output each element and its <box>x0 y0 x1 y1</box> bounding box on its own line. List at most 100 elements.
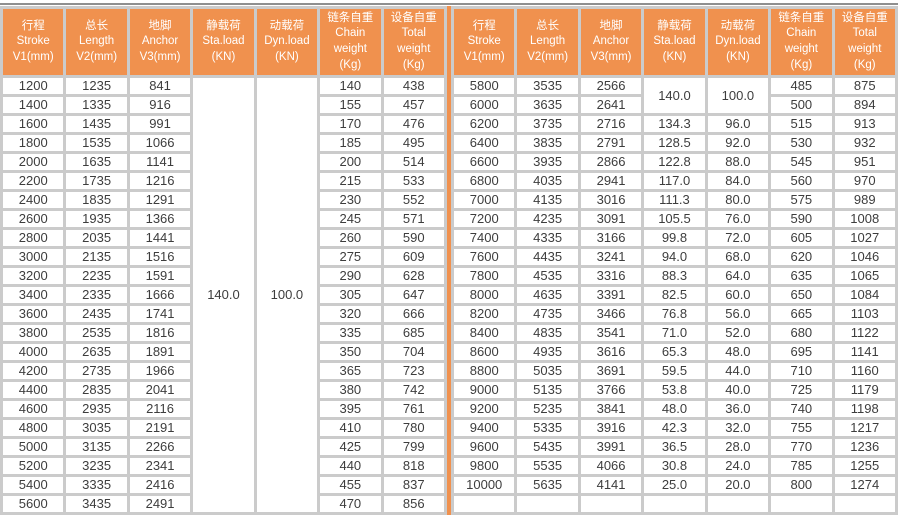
table-row: 2600 1935 1366 245 571 <box>3 211 444 227</box>
cell-anchor: 1666 <box>129 287 191 303</box>
cell-anchor: 3016 <box>580 192 642 208</box>
table-row: 7600 4435 3241 94.0 68.0 620 1046 <box>454 249 895 265</box>
cell-length: 3235 <box>66 458 127 474</box>
cell-chain-weight: 260 <box>320 230 381 246</box>
cell-chain-weight: 605 <box>771 230 832 246</box>
cell-chain-weight: 800 <box>771 477 832 493</box>
cell-chain-weight: 380 <box>320 382 381 398</box>
cell-stroke: 1200 <box>3 78 64 94</box>
cell-anchor <box>580 496 642 512</box>
cell-total-weight: 647 <box>383 287 444 303</box>
table-row: 9800 5535 4066 30.8 24.0 785 1255 <box>454 458 895 474</box>
table-row: 5800 3535 2566 140.0 100.0 485 875 <box>454 78 895 113</box>
table-row: 3400 2335 1666 305 647 <box>3 287 444 303</box>
table-row: 7400 4335 3166 99.8 72.0 605 1027 <box>454 230 895 246</box>
cell-length: 1735 <box>66 173 127 189</box>
cell-stroke: 7400 <box>454 230 515 246</box>
cell-stroke <box>454 496 515 512</box>
column-header-stroke: 行程 Stroke V1(mm) <box>3 9 64 75</box>
cell-length: 4035 <box>517 173 578 189</box>
cell-anchor: 1366 <box>129 211 191 227</box>
cell-stroke: 7600 <box>454 249 515 265</box>
cell-total-weight: 1122 <box>834 325 895 341</box>
center-divider-line <box>447 6 451 515</box>
cell-stroke: 5200 <box>3 458 64 474</box>
header-row: 行程 Stroke V1(mm) 总长 Length V2(mm) 地脚 Anchor V3(m… <box>454 9 895 75</box>
cell-sta-load: 117.0 <box>644 173 705 189</box>
table-row: 8400 4835 3541 71.0 52.0 680 1122 <box>454 325 895 341</box>
cell-anchor: 2491 <box>129 496 191 512</box>
cell-total-weight: 533 <box>383 173 444 189</box>
cell-sta-load: 128.5 <box>644 135 705 151</box>
cell-length: 3535 <box>517 78 578 94</box>
cell-dyn-load: 36.0 <box>707 401 769 417</box>
cell-total-weight: 1198 <box>834 401 895 417</box>
cell-total-weight: 628 <box>383 268 444 284</box>
table-row: 7200 4235 3091 105.5 76.0 590 1008 <box>454 211 895 227</box>
cell-dyn-load <box>707 496 769 512</box>
cell-dyn-load: 72.0 <box>707 230 769 246</box>
cell-anchor: 2941 <box>580 173 642 189</box>
cell-length: 3635 <box>517 97 578 113</box>
cell-dyn-load: 60.0 <box>707 287 769 303</box>
table-row: 9600 5435 3991 36.5 28.0 770 1236 <box>454 439 895 455</box>
cell-dyn-load: 56.0 <box>707 306 769 322</box>
merged-cell-sta-load: 140.0 <box>193 78 254 512</box>
cell-total-weight: 875 <box>834 78 895 94</box>
cell-dyn-load: 40.0 <box>707 382 769 398</box>
cell-sta-load: 36.5 <box>644 439 705 455</box>
cell-length: 3835 <box>517 135 578 151</box>
cell-anchor: 1441 <box>129 230 191 246</box>
cell-total-weight: 894 <box>834 97 895 113</box>
cell-dyn-load: 96.0 <box>707 116 769 132</box>
cell-anchor: 1966 <box>129 363 191 379</box>
cell-chain-weight: 620 <box>771 249 832 265</box>
cell-stroke: 8600 <box>454 344 515 360</box>
cell-anchor: 3091 <box>580 211 642 227</box>
merged-cell-dyn-load: 100.0 <box>256 78 318 512</box>
cell-anchor: 3991 <box>580 439 642 455</box>
cell-chain-weight: 425 <box>320 439 381 455</box>
table-row: 9200 5235 3841 48.0 36.0 740 1198 <box>454 401 895 417</box>
cell-anchor: 2266 <box>129 439 191 455</box>
cell-total-weight: 552 <box>383 192 444 208</box>
cell-length: 2635 <box>66 344 127 360</box>
cell-stroke: 1600 <box>3 116 64 132</box>
cell-chain-weight: 575 <box>771 192 832 208</box>
cell-total-weight: 837 <box>383 477 444 493</box>
cell-anchor: 1741 <box>129 306 191 322</box>
cell-chain-weight: 530 <box>771 135 832 151</box>
cell-stroke: 5000 <box>3 439 64 455</box>
cell-stroke: 5400 <box>3 477 64 493</box>
cell-stroke: 2400 <box>3 192 64 208</box>
table-row: 1600 1435 991 170 476 <box>3 116 444 132</box>
cell-total-weight: 1046 <box>834 249 895 265</box>
cell-chain-weight: 275 <box>320 249 381 265</box>
cell-stroke: 9000 <box>454 382 515 398</box>
cell-chain-weight: 680 <box>771 325 832 341</box>
cell-chain-weight: 320 <box>320 306 381 322</box>
cell-sta-load: 111.3 <box>644 192 705 208</box>
cell-length: 4735 <box>517 306 578 322</box>
cell-sta-load: 122.8 <box>644 154 705 170</box>
cell-anchor: 2191 <box>129 420 191 436</box>
header-row: 行程 Stroke V1(mm) 总长 Length V2(mm) 地脚 Anchor V3(m… <box>3 9 444 75</box>
cell-length: 4435 <box>517 249 578 265</box>
cell-chain-weight: 710 <box>771 363 832 379</box>
cell-length: 2935 <box>66 401 127 417</box>
cell-sta-load: 42.3 <box>644 420 705 436</box>
cell-anchor: 2416 <box>129 477 191 493</box>
cell-chain-weight: 545 <box>771 154 832 170</box>
cell-anchor: 2341 <box>129 458 191 474</box>
column-header-anchor: 地脚 Anchor V3(mm) <box>129 9 191 75</box>
cell-sta-load <box>644 496 705 512</box>
cell-total-weight: 1255 <box>834 458 895 474</box>
table-row: 7000 4135 3016 111.3 80.0 575 989 <box>454 192 895 208</box>
tables-container: 行程 Stroke V1(mm) 总长 Length V2(mm) 地脚 Anchor V3(m… <box>0 6 898 515</box>
table-row: 3000 2135 1516 275 609 <box>3 249 444 265</box>
cell-chain-weight: 155 <box>320 97 381 113</box>
cell-sta-load: 53.8 <box>644 382 705 398</box>
cell-chain-weight: 785 <box>771 458 832 474</box>
table-row: 2200 1735 1216 215 533 <box>3 173 444 189</box>
cell-total-weight: 1141 <box>834 344 895 360</box>
